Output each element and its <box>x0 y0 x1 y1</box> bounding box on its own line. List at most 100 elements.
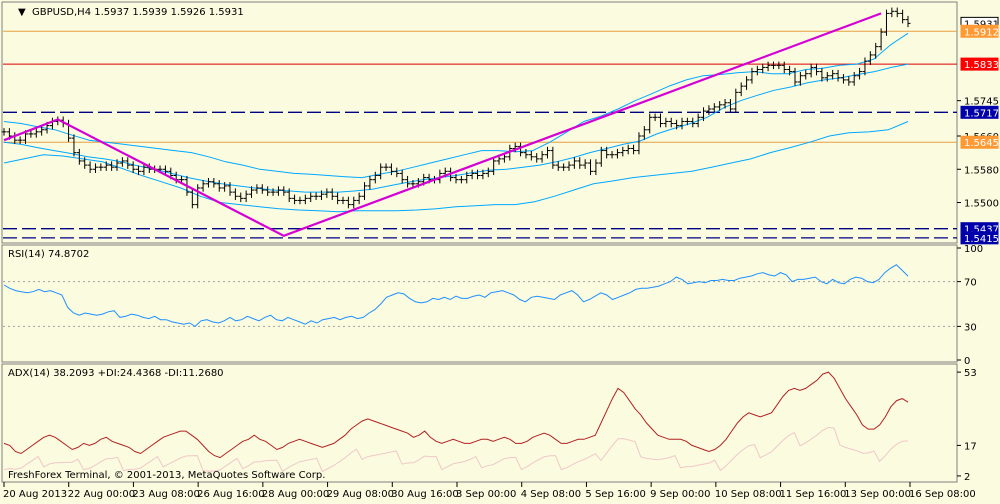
time-tick-label: 30 Aug 16:00 <box>391 489 458 500</box>
ohlc-bar <box>98 163 104 171</box>
ohlc-bar <box>372 171 378 184</box>
ohlc-bar <box>588 159 594 176</box>
ohlc-bar <box>770 61 776 70</box>
price-tick-label: 1.5580 <box>964 165 999 176</box>
ohlc-bar <box>200 180 206 192</box>
ohlc-bar <box>528 150 534 161</box>
ohlc-bar <box>722 99 728 109</box>
ohlc-bar <box>808 63 814 78</box>
ohlc-bar <box>862 57 868 76</box>
adx-panel-frame <box>1 363 958 483</box>
time-tick-label: 23 Aug 08:00 <box>132 489 199 500</box>
ohlc-bar <box>598 146 604 167</box>
ohlc-bar <box>776 61 782 70</box>
ohlc-bar <box>883 9 889 36</box>
level-label-red-box <box>960 57 999 71</box>
ohlc-bar <box>846 76 852 86</box>
ohlc-bar <box>631 144 637 155</box>
ohlc-bar <box>136 165 142 176</box>
ohlc-bar <box>329 188 335 201</box>
level-label-blue-3: 1.5415 <box>964 234 999 245</box>
adx-panel: 53 17 2 ADX(14) 38.2093 +DI:24.4368 -DI:11… <box>1 363 977 483</box>
ohlc-bar <box>141 163 147 176</box>
ohlc-bar <box>717 101 723 111</box>
ohlc-bar <box>577 157 583 169</box>
ohlc-bar <box>238 192 244 203</box>
ohlc-bar <box>130 161 136 174</box>
ohlc-bar <box>308 192 314 203</box>
rsi-tick-label: 100 <box>964 244 983 255</box>
price-tick-label: 1.5745 <box>964 97 999 108</box>
ohlc-bar <box>614 148 620 159</box>
ohlc-bar <box>604 146 610 159</box>
ohlc-bar <box>292 194 298 205</box>
ohlc-bar <box>92 163 98 174</box>
ohlc-bar <box>286 188 292 203</box>
adx-tick-label: 53 <box>964 368 977 379</box>
ohlc-bar <box>738 82 744 97</box>
rsi-tick-label: 0 <box>964 356 970 367</box>
ohlc-bar <box>302 194 308 205</box>
ohlc-bar <box>609 150 615 159</box>
level-label-blue-2: 1.5437 <box>964 225 999 236</box>
ohlc-bar <box>17 136 23 144</box>
ohlc-bar <box>625 144 631 155</box>
ohlc-bar <box>254 184 260 194</box>
ohlc-bar <box>109 161 115 171</box>
ohlc-bar <box>668 117 674 128</box>
ohlc-bar <box>87 161 93 174</box>
ohlc-bar <box>571 157 577 169</box>
ohlc-bar <box>593 159 599 176</box>
ohlc-bar <box>867 51 873 65</box>
ohlc-bar <box>819 67 825 82</box>
time-tick-label: 16 Sep 08:00 <box>909 489 976 500</box>
trendline-path <box>3 12 882 238</box>
ohlc-bar <box>232 188 238 201</box>
ohlc-bar <box>803 69 809 80</box>
ohlc-bar <box>824 71 830 82</box>
ohlc-bar <box>28 130 34 138</box>
ohlc-bar <box>394 167 400 178</box>
level-label-blue-box <box>960 105 999 119</box>
price-level-labels: 1.59311.59121.58331.57171.56451.54371.54… <box>960 16 999 245</box>
horizontal-levels <box>3 30 957 239</box>
ohlc-bar <box>195 184 201 209</box>
ohlc-bar <box>797 71 803 86</box>
ohlc-bar <box>399 169 405 184</box>
rsi-axis: 100 70 30 0 <box>957 244 983 367</box>
rsi-header-text: RSI(14) 74.8702 <box>8 249 89 260</box>
ohlc-bar <box>76 148 82 165</box>
ohlc-bar <box>491 157 497 176</box>
ohlc-bar <box>324 188 330 198</box>
ohlc-bars <box>1 7 911 209</box>
level-label-orange: 1.5912 <box>964 27 999 38</box>
ohlc-bar <box>1 128 7 136</box>
adx-header-text: ADX(14) 38.2093 +DI:24.4368 -DI:11.2680 <box>8 368 224 379</box>
ohlc-bar <box>900 9 906 24</box>
time-tick-label: 5 Sep 16:00 <box>585 489 645 500</box>
ohlc-bar <box>205 177 211 188</box>
symbol-dropdown-arrow[interactable]: ▼ <box>18 7 26 18</box>
ohlc-bar <box>39 126 45 136</box>
ohlc-bar <box>695 113 701 128</box>
main-panel-frame <box>1 1 958 244</box>
ohlc-bar <box>889 7 895 18</box>
ohlc-bar <box>657 113 663 128</box>
ohlc-bar <box>539 150 545 163</box>
ohlc-bar <box>103 161 109 171</box>
ohlc-bar <box>727 99 733 113</box>
ohlc-bar <box>125 157 131 169</box>
rsi-tick-label: 30 <box>964 322 977 333</box>
ohlc-bar <box>33 128 39 138</box>
time-tick-label: 9 Sep 00:00 <box>650 489 710 500</box>
ohlc-bar <box>297 196 303 205</box>
ohlc-bar <box>189 188 195 209</box>
rsi-panel: 100 70 30 0 RSI(14) 74.8702 <box>1 244 983 367</box>
ohlc-bar <box>518 142 524 157</box>
ohlc-bar <box>555 161 561 171</box>
bollinger-line-2 <box>3 121 909 213</box>
ohlc-bar <box>754 65 760 76</box>
